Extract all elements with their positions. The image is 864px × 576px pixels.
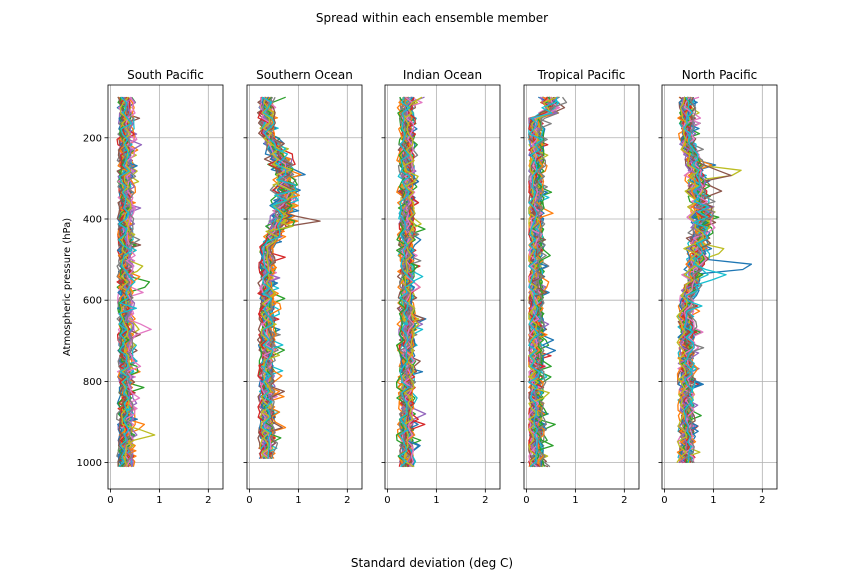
x-tick-label: 0 bbox=[107, 495, 113, 506]
series-line bbox=[398, 97, 416, 468]
series-line bbox=[534, 96, 568, 467]
panel-2: Southern Ocean 0 1 2 bbox=[243, 68, 363, 506]
panel-1: South Pacific 0 1 2 200 400 600 800 1000 bbox=[77, 68, 224, 506]
series-group bbox=[676, 96, 753, 464]
y-tick-label: 600 bbox=[83, 296, 102, 307]
y-tick-label: 400 bbox=[83, 214, 102, 225]
x-tick-label: 2 bbox=[205, 495, 211, 506]
x-tick-label: 1 bbox=[156, 495, 162, 506]
y-tick-label: 1000 bbox=[77, 458, 102, 469]
panel-title: Indian Ocean bbox=[403, 68, 482, 82]
series-line bbox=[261, 96, 297, 459]
x-tick-label: 1 bbox=[295, 495, 301, 506]
panel-title: Southern Ocean bbox=[256, 68, 353, 82]
panel-title: North Pacific bbox=[682, 68, 758, 82]
series-line bbox=[396, 96, 412, 468]
series-line bbox=[124, 96, 152, 468]
series-line bbox=[119, 96, 135, 467]
figure-suptitle: Spread within each ensemble member bbox=[316, 11, 548, 25]
series-line bbox=[118, 96, 138, 468]
series-line bbox=[684, 97, 716, 464]
axes-frame bbox=[523, 84, 640, 490]
series-line bbox=[116, 96, 134, 467]
series-line bbox=[122, 97, 141, 468]
x-tick-label: 0 bbox=[246, 495, 252, 506]
axes-frame bbox=[384, 84, 501, 490]
y-tick-label: 200 bbox=[83, 133, 102, 144]
x-axis-label: Standard deviation (deg C) bbox=[351, 556, 513, 570]
y-tick-label: 800 bbox=[83, 377, 102, 388]
panel-title: Tropical Pacific bbox=[537, 68, 626, 82]
axes-frame bbox=[661, 84, 778, 490]
x-tick-label: 2 bbox=[621, 495, 627, 506]
panel-title: South Pacific bbox=[127, 68, 204, 82]
series-group bbox=[528, 96, 568, 468]
x-tick-label: 1 bbox=[433, 495, 439, 506]
panel-3: Indian Ocean 0 1 2 bbox=[381, 68, 501, 506]
y-axis-label: Atmospheric pressure (hPa) bbox=[62, 218, 73, 356]
x-tick-label: 2 bbox=[482, 495, 488, 506]
axes-frame bbox=[107, 84, 224, 490]
series-line bbox=[398, 97, 420, 467]
x-tick-label: 2 bbox=[759, 495, 765, 506]
series-line bbox=[528, 96, 558, 468]
series-group bbox=[116, 96, 156, 468]
x-tick-label: 0 bbox=[523, 495, 529, 506]
x-tick-label: 1 bbox=[572, 495, 578, 506]
x-tick-label: 0 bbox=[384, 495, 390, 506]
series-line bbox=[264, 97, 295, 459]
x-tick-label: 1 bbox=[710, 495, 716, 506]
axes-frame bbox=[246, 84, 363, 490]
x-tick-label: 0 bbox=[661, 495, 667, 506]
series-line bbox=[683, 96, 727, 463]
series-line bbox=[403, 96, 423, 468]
x-tick-label: 2 bbox=[344, 495, 350, 506]
panel-5: North Pacific 0 1 2 bbox=[658, 68, 778, 506]
series-group bbox=[395, 96, 427, 468]
series-group bbox=[256, 96, 321, 460]
series-line bbox=[676, 97, 705, 463]
series-line bbox=[260, 96, 294, 459]
panel-4: Tropical Pacific 0 1 2 bbox=[520, 68, 640, 506]
